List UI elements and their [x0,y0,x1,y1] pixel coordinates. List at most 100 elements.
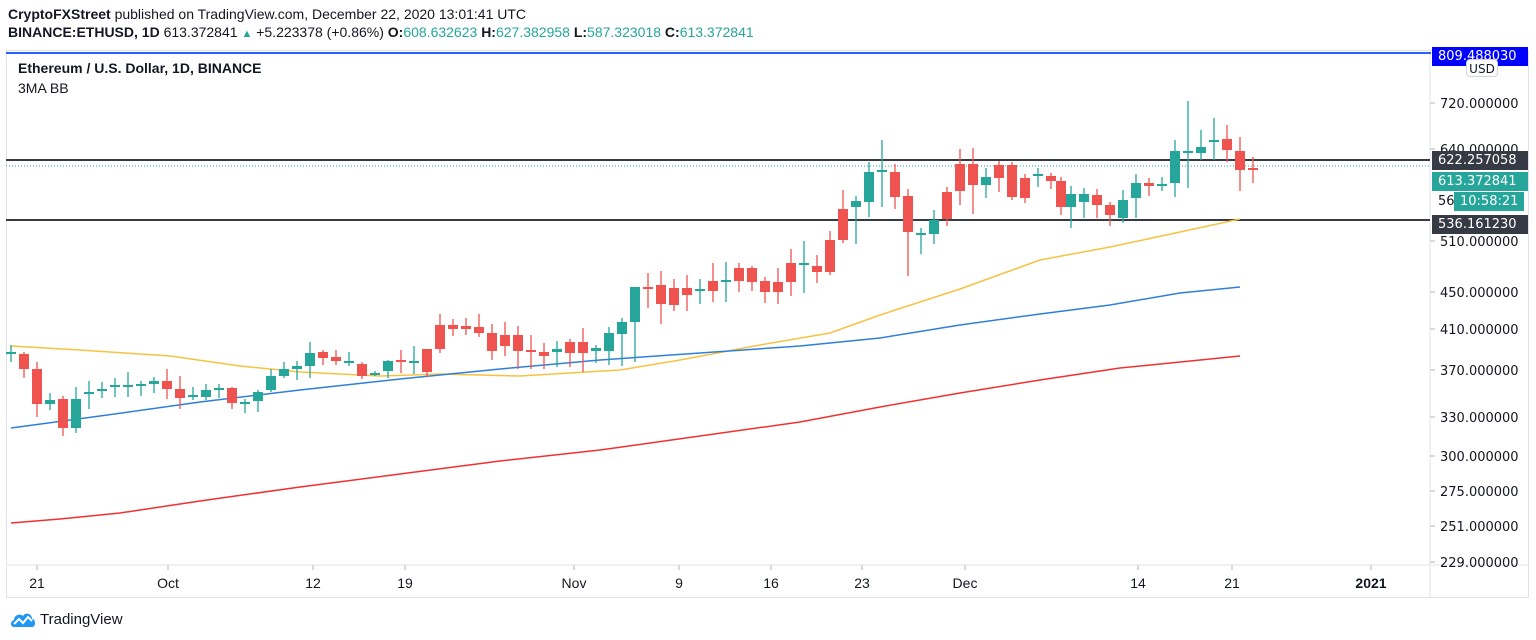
candle-down [162,369,172,399]
open-value: 608.632623 [403,24,478,40]
candle-up [292,361,302,380]
candle-up [201,384,211,400]
time-axis-label: 2021 [1355,575,1387,591]
candle-up [799,241,809,293]
ma-fast-line [10,218,1241,377]
candle-up [1209,118,1219,160]
candle-up [721,262,731,302]
candle-down [786,249,796,296]
candle-down [1020,174,1030,203]
currency-button[interactable]: USD [1466,59,1498,77]
candle-down [396,350,406,373]
candle-up [1157,177,1167,191]
candle-up [110,378,120,397]
time-axis-label: Dec [952,575,978,591]
candle-down [435,314,445,353]
candle-down [643,273,653,308]
support-price-tag: 536.161230 [1432,215,1528,234]
candle-up [1183,101,1193,188]
time-axis-label: 21 [1224,575,1240,591]
symbol-ohlc-header: BINANCE:ETHUSD, 1D 613.372841 ▲ +5.22337… [8,24,754,40]
candle-down [747,266,757,291]
high-label: H: [481,24,496,40]
countdown-tag: 56 10:58:21 [1432,192,1528,211]
price-tick-label: 251.000000 [1440,520,1519,535]
obscured-tick-label: 56 [1438,194,1455,209]
candle-up [136,381,146,396]
candle-down [331,350,341,365]
ma-mid-line [10,286,1241,429]
price-tick-label: 229.000000 [1440,556,1519,571]
candle-up [630,287,640,362]
candle-down [1007,162,1017,200]
candle-up [84,381,94,409]
price-tick-label: 300.000000 [1440,450,1519,465]
candle-down [565,339,575,367]
time-axis-label: 14 [1130,575,1146,591]
candle-down [58,396,68,436]
candle-down [760,277,770,303]
low-value: 587.323018 [587,24,662,40]
last-price-tag: 613.372841 [1432,172,1528,191]
candle-up [1196,130,1206,160]
price-tick-label: 410.000000 [1440,323,1519,338]
candlesticks [6,101,1258,436]
candle-up [695,279,705,304]
candle-down [942,187,952,226]
candle-up [1079,188,1089,218]
candle-down [357,362,367,379]
time-axis-label: Nov [561,575,587,591]
close-label: C: [664,24,680,40]
candle-down [500,322,510,356]
candle-up [1131,174,1141,218]
low-label: L: [573,24,588,40]
candle-down [656,271,666,324]
brand-name: TradingView [40,610,123,628]
candle-up [864,162,874,217]
candle-down [448,319,458,336]
author-name[interactable]: CryptoFXStreet [8,6,111,22]
candle-down [32,362,42,417]
candle-up [409,346,419,374]
candle-up [97,382,107,398]
candle-down [487,324,497,360]
price-tick-label: 370.000000 [1440,364,1519,379]
candle-down [669,279,679,311]
candle-up [214,384,224,398]
moving-averages [10,218,1241,524]
candle-up [344,352,354,366]
candle-up [877,140,887,207]
legend-indicator[interactable]: 3MA BB [18,80,69,96]
last-price: 613.372841 [163,24,238,40]
time-axis-label: Oct [157,575,179,591]
time-axis-label: 9 [675,575,683,591]
candle-down [1222,125,1232,162]
published-header: CryptoFXStreet published on TradingView.… [8,6,526,22]
candle-down [513,326,523,369]
horizontal-lines[interactable] [6,159,1430,221]
candle-up [305,342,315,378]
candle-up [1066,186,1076,228]
candle-up [123,372,133,397]
candle-down [773,268,783,304]
open-label: O: [387,24,404,40]
countdown-value: 10:58:21 [1454,192,1525,211]
candle-up [851,196,861,244]
candle-up [45,393,55,410]
candle-down [578,328,588,372]
high-value: 627.382958 [495,24,570,40]
top-horizontal-line[interactable] [6,52,1431,54]
candle-down [838,190,848,243]
candle-up [266,369,276,392]
candle-up [1033,168,1043,187]
candle-up [253,390,263,412]
candle-up [149,377,159,393]
candle-up [604,327,614,365]
close-value: 613.372841 [679,24,754,40]
candle-up [916,228,926,254]
candle-up [383,360,393,378]
candle-down [539,343,549,369]
candle-up [188,387,198,400]
candle-down [1092,189,1102,218]
